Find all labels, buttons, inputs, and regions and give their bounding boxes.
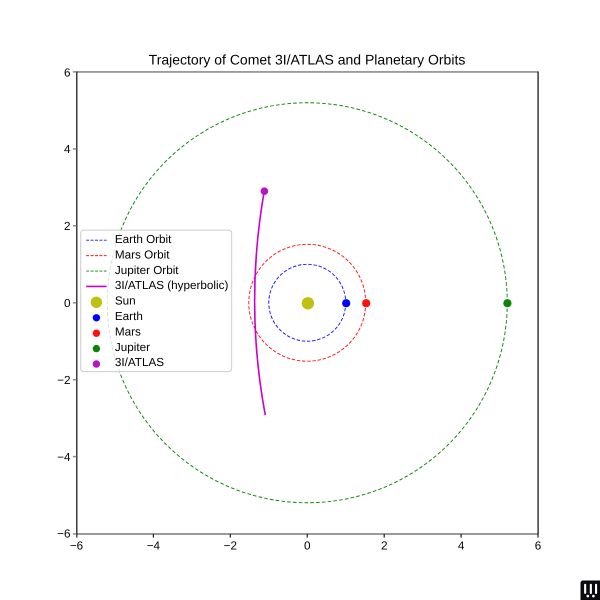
svg-text:−2: −2 bbox=[57, 374, 70, 387]
svg-text:Earth Orbit: Earth Orbit bbox=[115, 233, 172, 246]
svg-text:4: 4 bbox=[64, 143, 71, 156]
svg-text:3I/ATLAS: 3I/ATLAS bbox=[115, 356, 164, 369]
svg-text:−6: −6 bbox=[70, 539, 83, 552]
svg-text:−4: −4 bbox=[57, 451, 71, 464]
svg-text:Jupiter Orbit: Jupiter Orbit bbox=[115, 264, 179, 277]
svg-text:6: 6 bbox=[64, 66, 71, 79]
svg-text:2: 2 bbox=[64, 220, 71, 233]
svg-text:Trajectory of Comet 3I/ATLAS a: Trajectory of Comet 3I/ATLAS and Planeta… bbox=[149, 51, 466, 67]
svg-text:Mars: Mars bbox=[115, 325, 141, 338]
svg-text:4: 4 bbox=[458, 539, 465, 552]
svg-text:Earth: Earth bbox=[115, 310, 143, 323]
svg-text:−4: −4 bbox=[147, 539, 161, 552]
svg-text:0: 0 bbox=[64, 297, 71, 310]
svg-text:−2: −2 bbox=[224, 539, 237, 552]
svg-text:0: 0 bbox=[304, 539, 311, 552]
svg-text:3I/ATLAS (hyperbolic): 3I/ATLAS (hyperbolic) bbox=[115, 279, 229, 292]
svg-text:Sun: Sun bbox=[115, 295, 136, 308]
svg-text:2: 2 bbox=[381, 539, 388, 552]
svg-text:Jupiter: Jupiter bbox=[115, 341, 150, 354]
svg-text:6: 6 bbox=[535, 539, 542, 552]
svg-text:Mars Orbit: Mars Orbit bbox=[115, 248, 170, 261]
svg-text:−6: −6 bbox=[57, 528, 70, 541]
